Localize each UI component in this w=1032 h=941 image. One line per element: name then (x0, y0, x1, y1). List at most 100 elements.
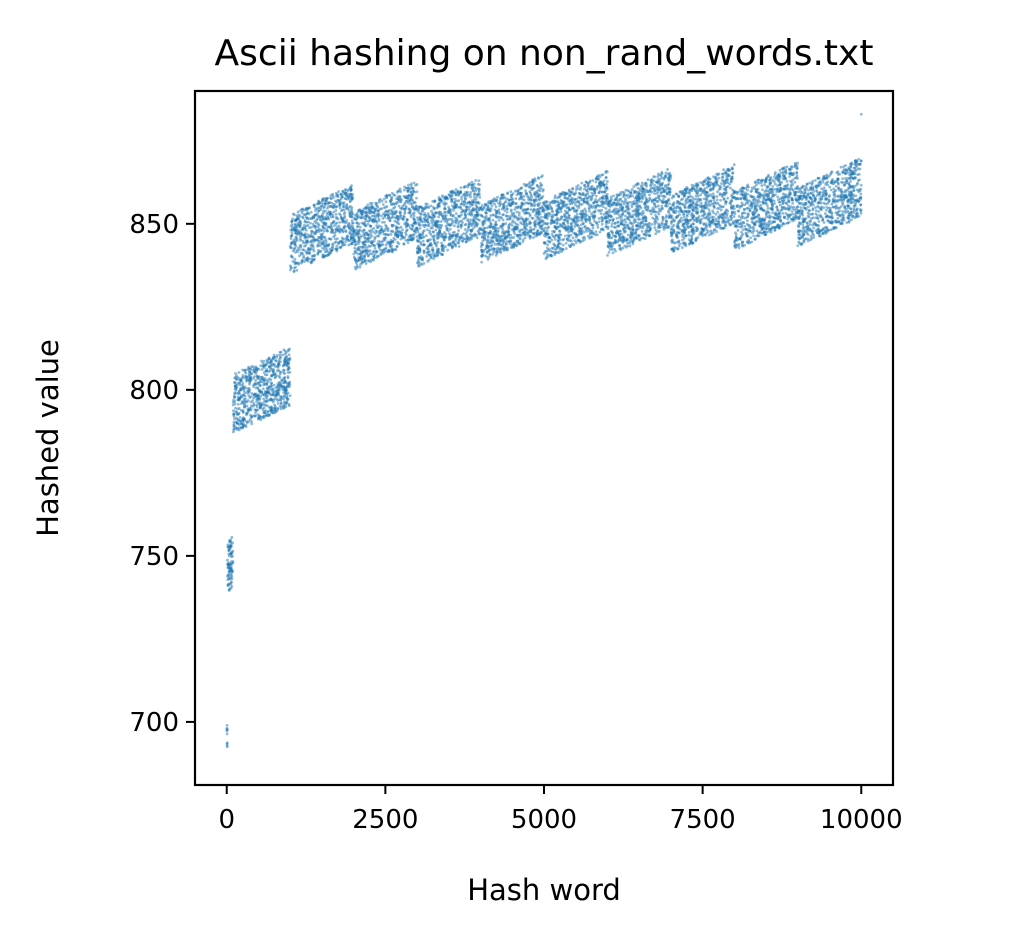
data-point (340, 209, 343, 213)
data-point (573, 222, 577, 226)
data-point (433, 199, 437, 203)
data-point (392, 193, 396, 197)
data-point (507, 240, 510, 244)
data-point (322, 241, 326, 244)
data-point (392, 202, 396, 206)
data-point (339, 201, 343, 205)
data-point (480, 250, 484, 254)
data-point (356, 252, 360, 256)
data-point (451, 214, 455, 217)
data-point (329, 215, 333, 219)
data-point (461, 239, 464, 243)
data-point (504, 242, 508, 246)
data-point (238, 392, 241, 396)
data-point (668, 202, 671, 206)
data-point (304, 232, 307, 236)
data-point (468, 193, 472, 197)
data-point (348, 205, 352, 208)
data-point (539, 175, 543, 179)
data-point (398, 187, 402, 191)
data-point (654, 205, 658, 209)
data-point (460, 233, 464, 237)
data-point (299, 244, 303, 247)
data-point (583, 183, 587, 187)
data-point (338, 206, 342, 210)
data-point (440, 241, 443, 245)
data-point (575, 212, 579, 216)
data-point (544, 201, 548, 204)
data-point (650, 212, 653, 216)
data-point (329, 230, 333, 234)
data-point (477, 232, 481, 236)
data-point (474, 217, 478, 221)
data-point (461, 200, 464, 204)
data-point (623, 244, 627, 248)
data-point (589, 235, 593, 239)
data-point (496, 250, 500, 254)
data-point (256, 397, 260, 401)
data-point (383, 250, 387, 253)
data-point (423, 212, 427, 215)
data-point (276, 399, 279, 403)
data-point (239, 388, 243, 392)
data-point (300, 258, 304, 262)
data-point (550, 207, 553, 211)
data-point (351, 224, 354, 228)
data-point (227, 588, 231, 592)
data-point (255, 403, 259, 407)
data-point (495, 209, 499, 213)
data-point (278, 404, 282, 408)
data-point (611, 218, 615, 222)
data-point (469, 191, 473, 194)
data-point (288, 268, 292, 272)
data-point (573, 208, 576, 211)
data-point (297, 254, 301, 258)
data-point (399, 212, 402, 215)
data-point (252, 376, 255, 380)
data-point (469, 195, 472, 199)
data-point (648, 234, 652, 237)
data-point (611, 234, 615, 237)
data-point (660, 204, 664, 208)
data-point (252, 396, 255, 400)
data-point (494, 229, 498, 232)
data-point (662, 189, 666, 193)
data-point (340, 241, 344, 245)
data-point (666, 186, 670, 190)
data-point (290, 223, 294, 227)
data-point (429, 226, 433, 230)
data-point (590, 212, 593, 216)
data-point (419, 212, 423, 216)
data-point (387, 248, 391, 252)
data-point (628, 244, 632, 248)
data-point (643, 202, 647, 206)
data-point (522, 182, 526, 186)
data-point (234, 372, 237, 375)
data-point (480, 254, 484, 258)
data-point (485, 226, 489, 230)
data-point (279, 401, 283, 405)
data-point (640, 185, 643, 189)
data-point (302, 248, 306, 252)
data-point (609, 215, 613, 218)
data-point (620, 232, 624, 236)
data-point (334, 212, 338, 216)
data-point (557, 251, 561, 255)
data-point (525, 183, 528, 187)
data-point (385, 249, 389, 253)
data-point (630, 187, 634, 191)
data-point (312, 254, 316, 258)
data-point (583, 217, 587, 221)
data-point (306, 259, 310, 263)
data-point (602, 202, 606, 206)
data-point (626, 223, 629, 227)
data-point (377, 219, 381, 223)
data-point (283, 379, 286, 383)
data-point (598, 230, 602, 234)
data-point (277, 387, 281, 390)
data-point (646, 204, 650, 208)
data-point (495, 242, 499, 246)
data-point (596, 226, 600, 229)
data-point (295, 248, 299, 252)
data-point (247, 367, 251, 370)
